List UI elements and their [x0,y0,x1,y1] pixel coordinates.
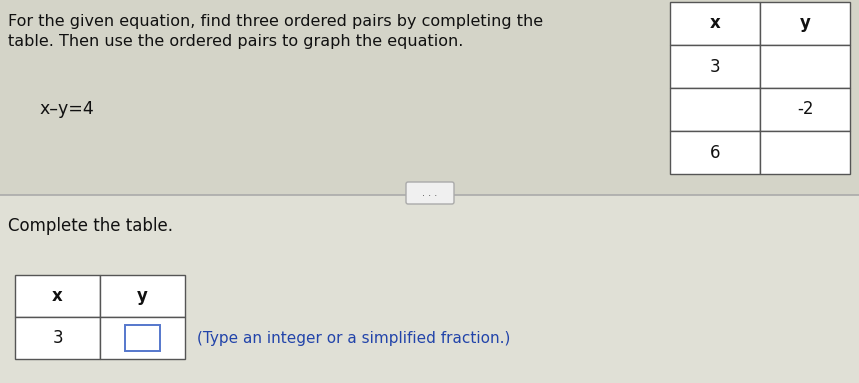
Bar [670,88,760,131]
Bar [670,45,760,88]
Bar [0,195,859,383]
Text: x: x [52,287,63,305]
Text: . . .: . . . [423,188,437,198]
Text: (Type an integer or a simplified fraction.): (Type an integer or a simplified fractio… [197,331,510,345]
Text: y: y [137,287,148,305]
Text: 6: 6 [710,144,720,162]
Bar [125,326,161,350]
Bar [760,2,850,45]
Text: x–y=4: x–y=4 [40,100,94,118]
Bar [760,45,850,88]
Bar [760,131,850,174]
Text: -2: -2 [797,100,813,118]
Text: 3: 3 [710,57,721,75]
Text: x: x [710,15,721,33]
FancyBboxPatch shape [406,182,454,204]
Text: For the given equation, find three ordered pairs by completing the
table. Then u: For the given equation, find three order… [8,14,543,49]
Bar [100,275,185,317]
Bar [670,2,760,45]
Bar [15,275,100,317]
Bar [15,317,100,359]
Bar [760,88,850,131]
Text: 3: 3 [52,329,63,347]
Text: y: y [800,15,810,33]
Bar [100,317,185,359]
Bar [670,131,760,174]
Text: Complete the table.: Complete the table. [8,217,173,235]
